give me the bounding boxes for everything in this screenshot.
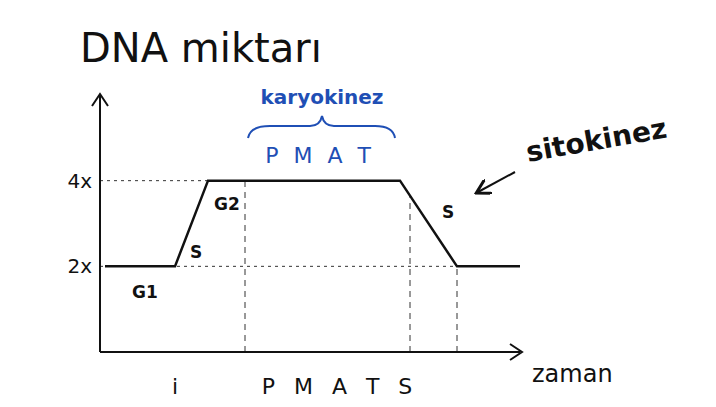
svg-text:G1: G1 bbox=[132, 282, 158, 302]
svg-text:DNA miktarı: DNA miktarı bbox=[80, 25, 322, 71]
svg-text:zaman: zaman bbox=[532, 360, 613, 388]
svg-text:G2: G2 bbox=[214, 194, 240, 214]
svg-text:karyokinez: karyokinez bbox=[260, 85, 383, 109]
svg-text:2x: 2x bbox=[67, 254, 92, 278]
svg-text:P M A T: P M A T bbox=[265, 143, 375, 168]
svg-text:P M A T S: P M A T S bbox=[262, 374, 419, 399]
svg-text:S: S bbox=[442, 202, 454, 222]
svg-text:i: i bbox=[172, 374, 178, 399]
svg-text:S: S bbox=[190, 242, 202, 262]
svg-text:sitokinez: sitokinez bbox=[523, 112, 669, 169]
svg-text:4x: 4x bbox=[67, 169, 92, 193]
